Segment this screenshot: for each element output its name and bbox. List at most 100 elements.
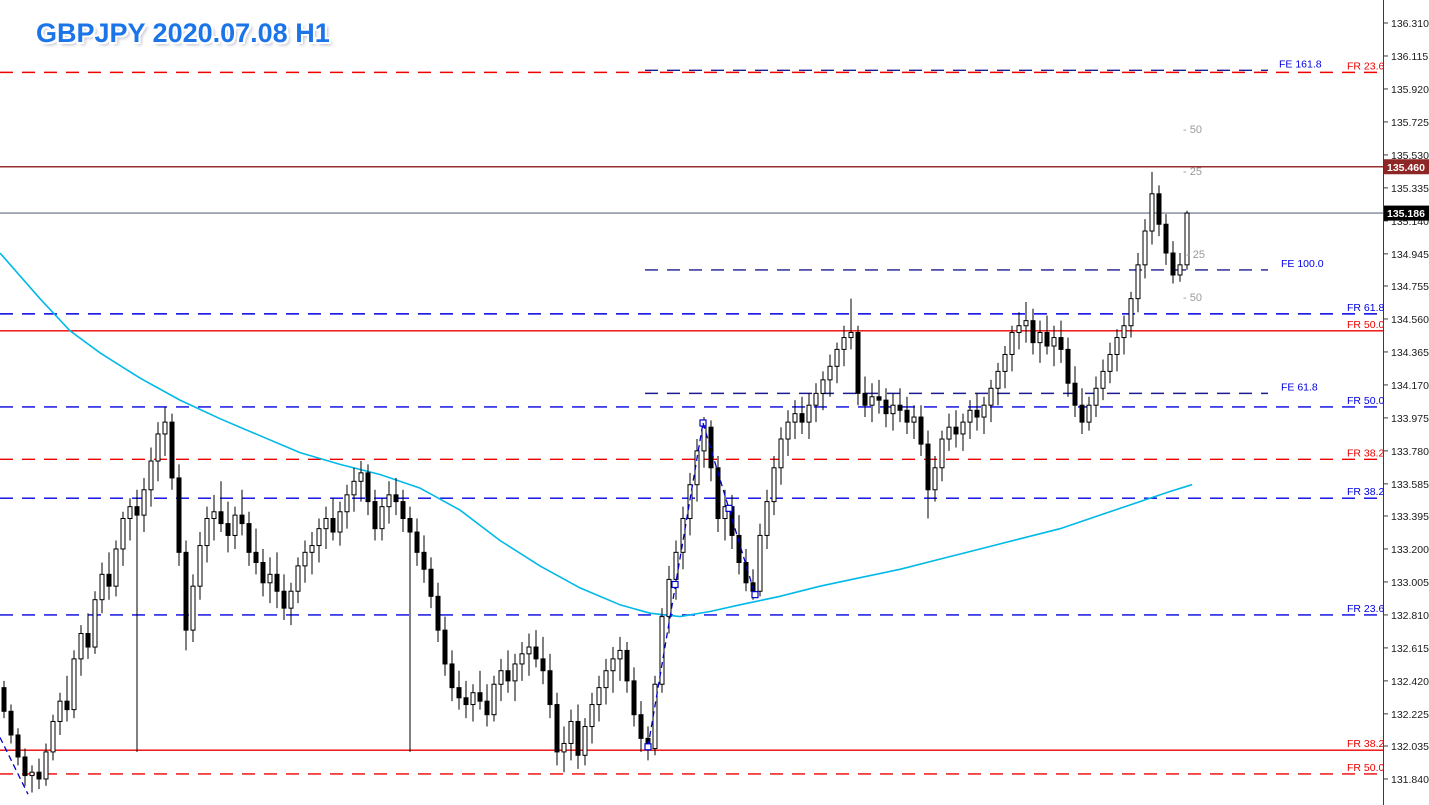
trendline[interactable] bbox=[0, 737, 29, 795]
fibo-levels[interactable] bbox=[0, 69, 1383, 775]
candle-bullish bbox=[995, 370, 1001, 389]
candle-bullish bbox=[932, 467, 938, 491]
candle-bearish bbox=[372, 501, 378, 530]
trendline-handle[interactable] bbox=[699, 419, 707, 427]
axis-price-label: 132.035 bbox=[1391, 741, 1429, 753]
trendlines[interactable] bbox=[0, 419, 759, 795]
axis-price-label: 133.395 bbox=[1391, 511, 1429, 523]
candle-bullish bbox=[386, 494, 392, 508]
candle-bullish bbox=[120, 518, 126, 550]
candle-bullish bbox=[1002, 353, 1008, 372]
candle-bullish bbox=[379, 506, 385, 530]
candle-bullish bbox=[141, 489, 147, 516]
axis-price-label: 133.005 bbox=[1391, 577, 1429, 589]
candle-bearish bbox=[435, 595, 441, 631]
candle-bullish bbox=[785, 421, 791, 440]
axis-price-label: 134.365 bbox=[1391, 347, 1429, 359]
axis-price-label: 134.755 bbox=[1391, 281, 1429, 293]
candle-bullish bbox=[1086, 404, 1092, 423]
candle-bullish bbox=[1093, 387, 1099, 406]
candle-bearish bbox=[743, 561, 749, 584]
candle-bullish bbox=[722, 506, 728, 520]
axis-price-label: 136.115 bbox=[1391, 51, 1428, 63]
candle-bearish bbox=[365, 472, 371, 503]
candle-bullish bbox=[946, 426, 952, 440]
candle-bullish bbox=[1177, 264, 1183, 276]
axis-price-label: 133.200 bbox=[1391, 544, 1429, 556]
candle-bullish bbox=[190, 585, 196, 631]
candle-bullish bbox=[960, 421, 966, 435]
candle-bullish bbox=[582, 726, 588, 756]
candle-bearish bbox=[918, 416, 924, 445]
axis-price-label: 135.335 bbox=[1391, 183, 1429, 195]
candle-bullish bbox=[967, 409, 973, 423]
percent-marker: - 50 bbox=[1183, 124, 1202, 136]
price-tag-value: 135.460 bbox=[1387, 162, 1425, 174]
candle-bullish bbox=[1128, 298, 1134, 327]
candle-bearish bbox=[169, 421, 175, 479]
candle-bullish bbox=[148, 460, 154, 491]
trendline-handle[interactable] bbox=[751, 591, 759, 599]
axis-price-label: 133.780 bbox=[1391, 446, 1429, 458]
axis-price-label: 135.530 bbox=[1391, 150, 1429, 162]
candle-bullish bbox=[162, 421, 168, 435]
level-label: FR 38.2 bbox=[1347, 738, 1385, 750]
candle-bearish bbox=[64, 700, 70, 711]
level-label: FR 61.8 bbox=[1347, 302, 1385, 314]
chart-title: GBPJPY 2020.07.08 H1 bbox=[36, 18, 330, 48]
candle-bearish bbox=[904, 409, 910, 423]
price-axis[interactable]: 136.310 136.115 135.920 135.725 135.530 135.3… bbox=[1383, 0, 1429, 805]
level-label: FE 100.0 bbox=[1281, 258, 1324, 270]
candle-bearish bbox=[260, 561, 266, 584]
candle-bearish bbox=[442, 629, 448, 665]
candle-bearish bbox=[862, 392, 868, 406]
percent-markers: - 50 - 25 - 25 - 50 bbox=[1183, 124, 1205, 304]
candle-bearish bbox=[176, 477, 182, 553]
candle-bearish bbox=[736, 534, 742, 563]
trendline-handle[interactable] bbox=[644, 743, 652, 751]
candle-bearish bbox=[22, 756, 28, 777]
candle-bullish bbox=[771, 467, 777, 503]
candle-bearish bbox=[638, 714, 644, 739]
level-label: FE 61.8 bbox=[1281, 381, 1318, 393]
moving-average-curve bbox=[0, 252, 1193, 618]
ma-line bbox=[0, 252, 1193, 618]
axis-price-label: 135.920 bbox=[1391, 84, 1429, 96]
price-tag-box bbox=[1384, 159, 1429, 175]
candle-bullish bbox=[617, 649, 623, 660]
candle-bearish bbox=[876, 396, 882, 401]
candle-bullish bbox=[1121, 325, 1127, 339]
candle-bearish bbox=[897, 404, 903, 411]
candle-bullish bbox=[99, 573, 105, 601]
candle-bearish bbox=[533, 646, 539, 660]
candle-bullish bbox=[764, 501, 770, 536]
candle-bullish bbox=[848, 331, 854, 339]
level-label: FR 38.2 bbox=[1347, 447, 1385, 459]
candle-bullish bbox=[1051, 337, 1057, 347]
axis-price-label: 134.170 bbox=[1391, 380, 1429, 392]
candle-bullish bbox=[988, 387, 994, 406]
candle-bullish bbox=[295, 565, 301, 592]
axis-price-label: 132.420 bbox=[1391, 676, 1429, 688]
candles bbox=[1, 171, 1190, 793]
candle-bearish bbox=[85, 633, 91, 648]
candle-bullish bbox=[869, 396, 875, 406]
candle-bearish bbox=[1163, 223, 1169, 254]
candle-bullish bbox=[519, 653, 525, 665]
candle-bearish bbox=[575, 720, 581, 756]
trendline-handle[interactable] bbox=[725, 504, 733, 512]
candle-bearish bbox=[477, 692, 483, 702]
candle-bullish bbox=[981, 404, 987, 418]
candle-bullish bbox=[197, 545, 203, 587]
candle-bearish bbox=[554, 704, 560, 753]
candle-bullish bbox=[778, 438, 784, 469]
candle-bullish bbox=[820, 379, 826, 394]
price-tag-value: 135.186 bbox=[1387, 208, 1425, 220]
candle-bullish bbox=[309, 545, 315, 553]
candle-bullish bbox=[827, 365, 833, 381]
candle-bullish bbox=[351, 480, 357, 496]
candle-bullish bbox=[687, 484, 693, 520]
trendline-handle[interactable] bbox=[671, 580, 679, 589]
axis-price-label: 136.310 bbox=[1391, 18, 1429, 30]
